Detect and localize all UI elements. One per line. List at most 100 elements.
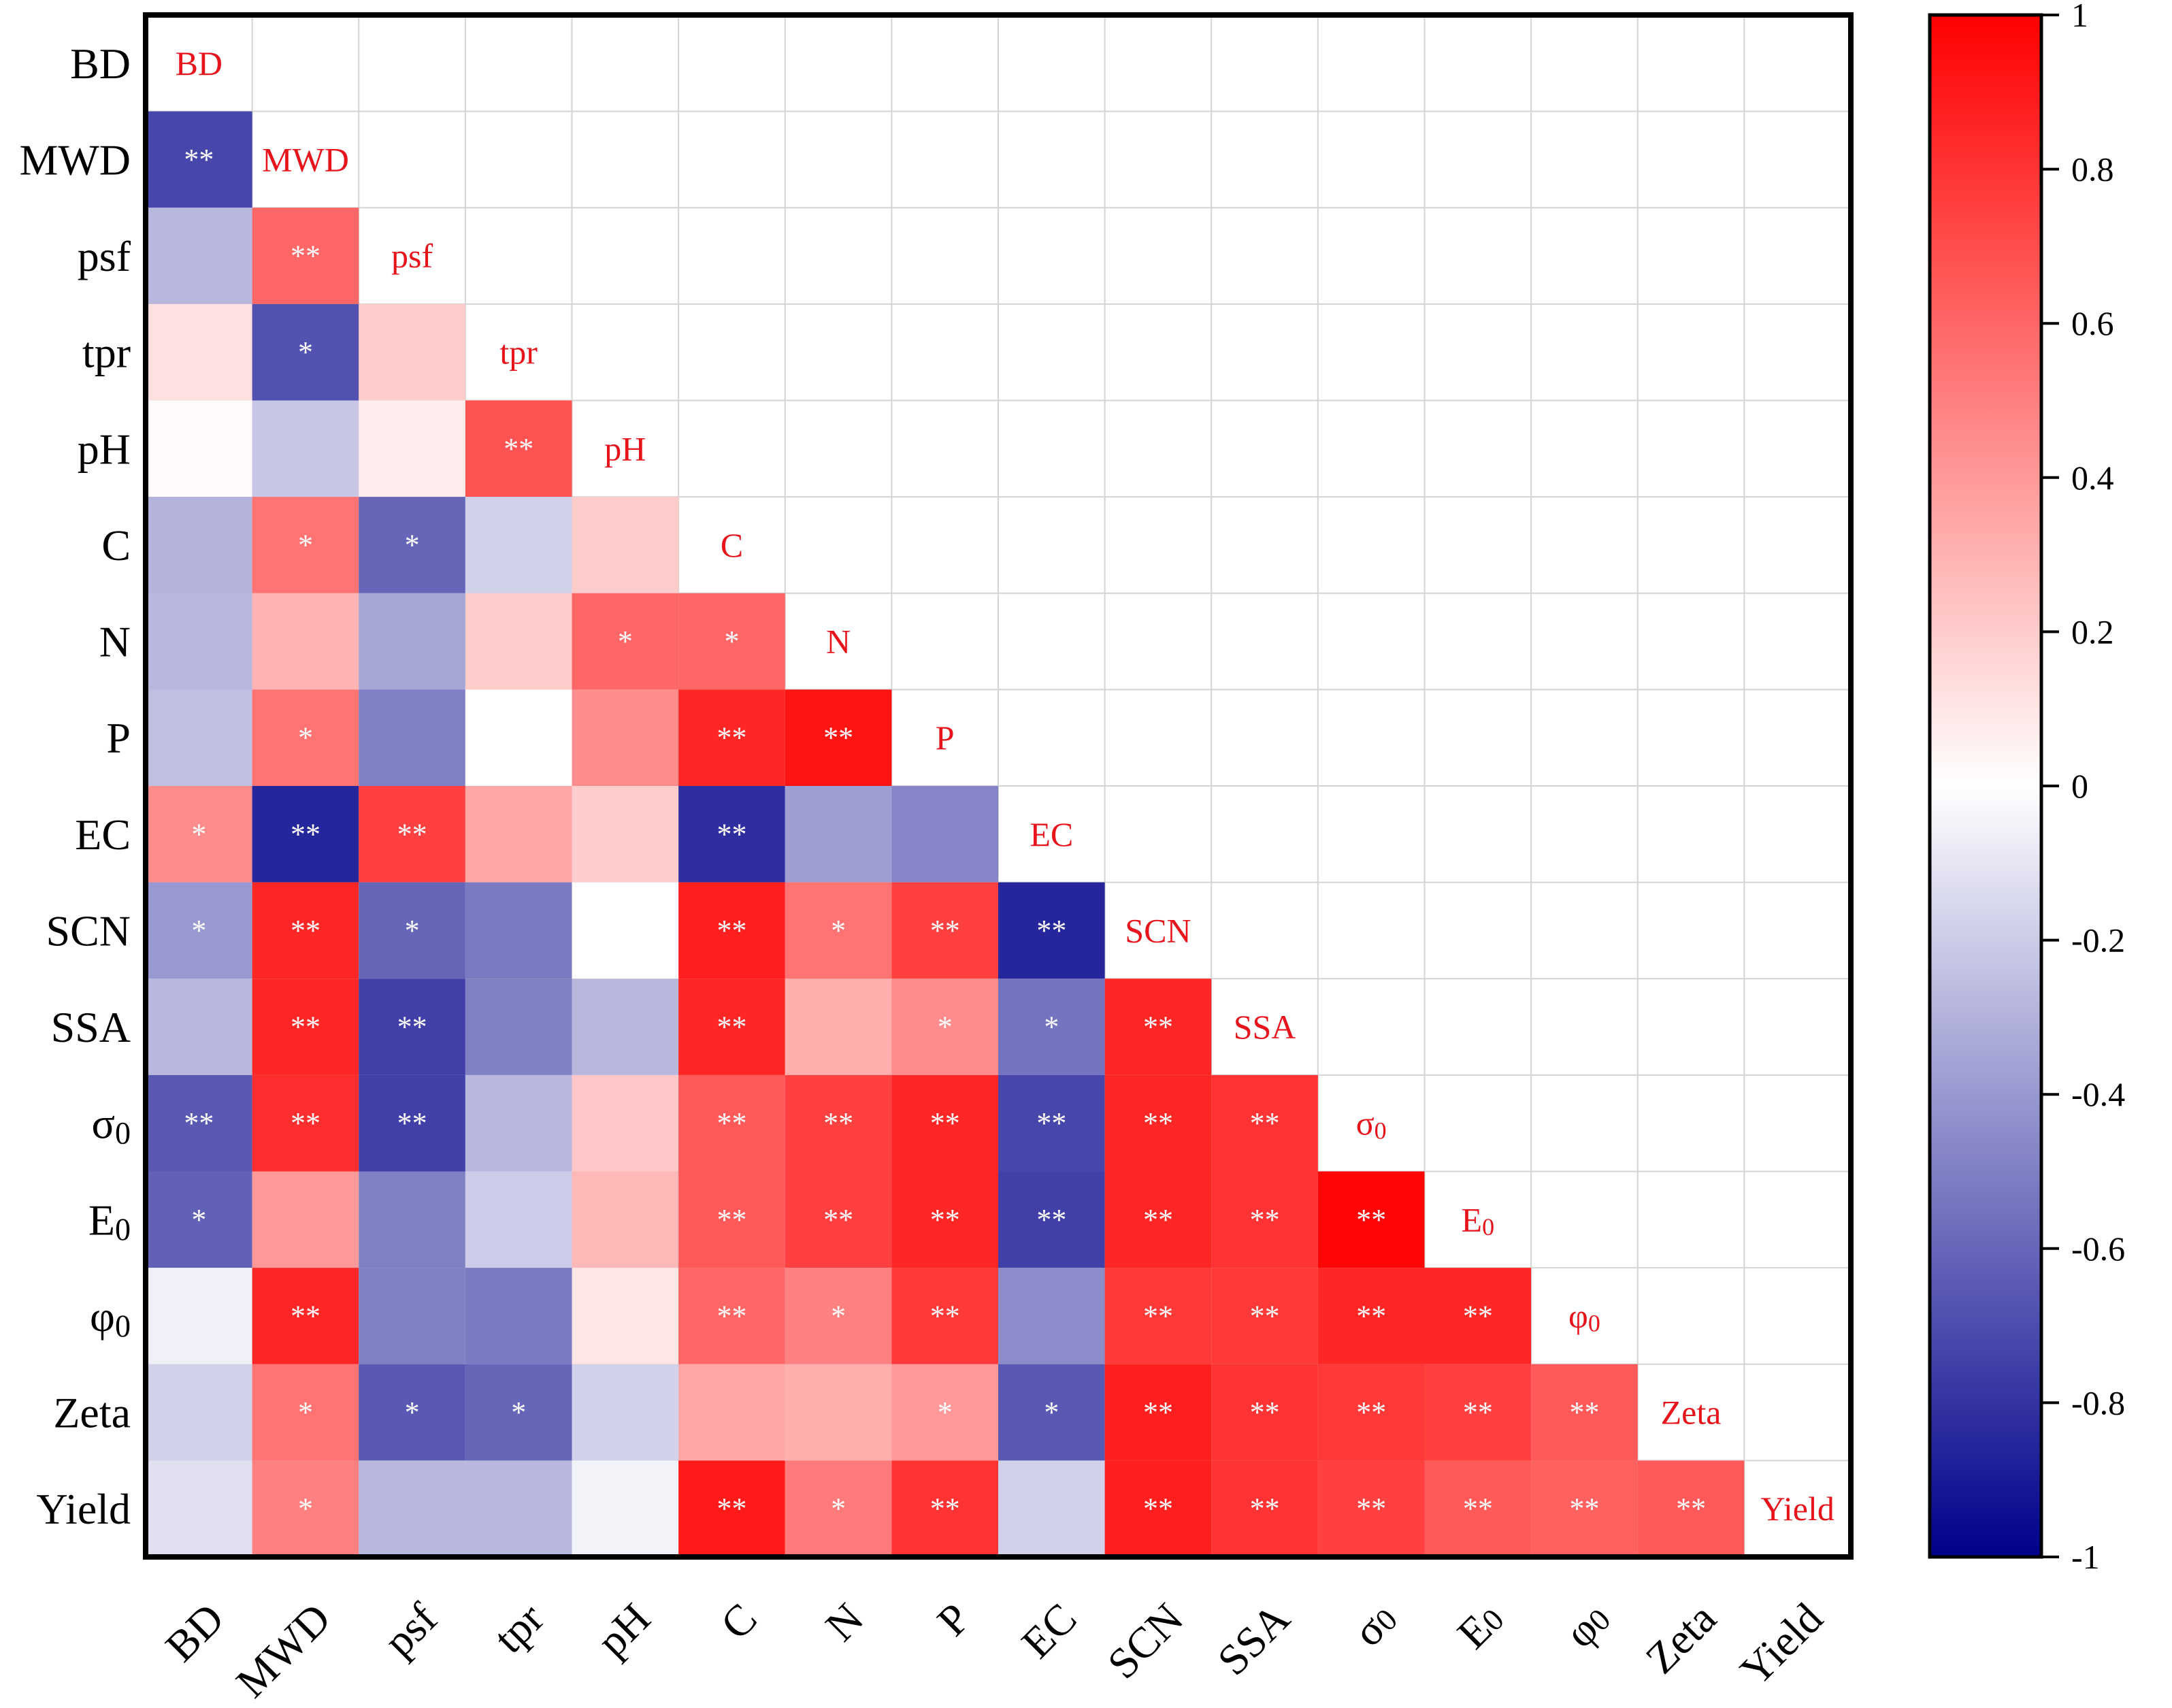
significance-marker: * xyxy=(191,1203,206,1236)
significance-marker: ** xyxy=(1676,1492,1706,1526)
significance-marker: ** xyxy=(1250,1106,1280,1140)
heatmap-cell xyxy=(891,979,998,1075)
heatmap-cell xyxy=(1317,1171,1425,1268)
diagonal-label: psf xyxy=(391,237,433,275)
x-axis-label: MWD xyxy=(227,1594,340,1707)
x-axis-label-base: MWD xyxy=(227,1594,340,1707)
significance-marker: ** xyxy=(291,1011,320,1044)
heatmap-cell xyxy=(1211,1364,1318,1461)
heatmap-cell xyxy=(678,593,785,690)
heatmap-cell xyxy=(785,786,892,883)
diagonal-label: N xyxy=(826,623,851,661)
significance-marker: * xyxy=(831,914,846,947)
significance-marker: ** xyxy=(1250,1203,1280,1236)
heatmap-cell xyxy=(359,400,465,497)
heatmap-cell xyxy=(785,1171,892,1268)
x-axis-label-base: Zeta xyxy=(1636,1594,1725,1683)
x-axis-label: N xyxy=(816,1594,872,1650)
diagonal-label: MWD xyxy=(262,140,349,178)
heatmap-cell xyxy=(1317,1268,1425,1364)
heatmap-cell xyxy=(252,689,359,786)
colorbar: 1 0.8 0.6 0.4 0.2 0 -0.2 -0.4 -0.6 -0.8 -1 xyxy=(1928,0,2125,1576)
heatmap-cell xyxy=(359,689,465,786)
x-axis-label-base: BD xyxy=(156,1594,233,1671)
diagonal-label: BD xyxy=(176,44,223,82)
y-axis-label: σ0 xyxy=(91,1099,131,1150)
y-axis-label-subscript: 0 xyxy=(115,1308,131,1343)
significance-marker: * xyxy=(1044,1396,1059,1429)
heatmap-cell xyxy=(146,689,252,786)
y-axis-label-base: σ xyxy=(91,1099,115,1147)
colorbar-gradient xyxy=(1928,13,2043,1559)
heatmap-cell xyxy=(465,1171,572,1268)
heatmap-cell xyxy=(891,1364,998,1461)
heatmap-cell xyxy=(465,1268,572,1364)
colorbar-tick-label: -0.6 xyxy=(2071,1230,2125,1268)
significance-marker: ** xyxy=(717,1203,746,1236)
heatmap-cell xyxy=(1211,1268,1318,1364)
diagonal-label: SCN xyxy=(1125,911,1191,949)
heatmap-cell xyxy=(359,303,465,401)
x-axis-label: SCN xyxy=(1098,1594,1192,1688)
heatmap-cell xyxy=(891,1074,998,1172)
y-axis-label: P xyxy=(106,714,131,762)
significance-marker: ** xyxy=(1356,1492,1386,1526)
heatmap-cell xyxy=(678,1364,785,1461)
heatmap-cell xyxy=(998,1074,1105,1172)
significance-marker: ** xyxy=(291,1106,320,1140)
significance-marker: ** xyxy=(1143,1106,1173,1140)
significance-marker: * xyxy=(298,528,313,561)
significance-marker: ** xyxy=(291,1299,320,1332)
y-axis-label-base: N xyxy=(99,617,131,666)
heatmap-cell xyxy=(785,689,892,786)
heatmap-cell xyxy=(146,1364,252,1461)
heatmap-cell xyxy=(1104,979,1212,1075)
x-axis-label-base: psf xyxy=(374,1593,446,1665)
y-axis-label-base: C xyxy=(101,521,131,569)
heatmap-cell xyxy=(146,111,252,208)
significance-marker: ** xyxy=(1463,1396,1493,1429)
heatmap-cell xyxy=(465,1460,572,1557)
significance-marker: * xyxy=(1044,1011,1059,1044)
heatmap-cell xyxy=(359,1364,465,1461)
colorbar-tick-label: -1 xyxy=(2071,1538,2100,1576)
y-axis-label-base: tpr xyxy=(82,328,131,376)
diagonal-label-base: pH xyxy=(604,429,646,467)
heatmap-cell xyxy=(891,1460,998,1557)
y-axis-label-base: MWD xyxy=(19,135,131,184)
y-axis-label: Zeta xyxy=(53,1388,131,1436)
significance-marker: ** xyxy=(823,1203,853,1236)
colorbar-tick-label: 0 xyxy=(2071,767,2088,805)
significance-marker: ** xyxy=(1250,1492,1280,1526)
heatmap-cell xyxy=(678,1460,785,1557)
diagonal-label-base: EC xyxy=(1030,815,1073,853)
heatmap-cell xyxy=(146,1460,252,1557)
significance-marker: ** xyxy=(1356,1299,1386,1332)
diagonal-label: EC xyxy=(1030,815,1073,853)
heatmap-cell xyxy=(785,1364,892,1461)
significance-marker: * xyxy=(831,1299,846,1332)
colorbar-tick-label: 1 xyxy=(2071,0,2088,34)
y-axis-label-base: SSA xyxy=(51,1003,131,1051)
y-axis-label-base: Zeta xyxy=(53,1388,131,1436)
significance-marker: ** xyxy=(1036,1106,1066,1140)
heatmap-cell xyxy=(252,1460,359,1557)
x-axis-label: Yield xyxy=(1730,1594,1831,1694)
significance-marker: ** xyxy=(1356,1396,1386,1429)
heatmap-cell xyxy=(252,786,359,883)
diagonal-label-base: C xyxy=(721,526,743,564)
diagonal-label-base: σ xyxy=(1356,1104,1375,1143)
significance-marker: ** xyxy=(717,1492,746,1526)
heatmap-cell xyxy=(359,1268,465,1364)
heatmap-cell xyxy=(252,497,359,593)
heatmap-cell xyxy=(359,1171,465,1268)
heatmap-cell xyxy=(998,1364,1105,1461)
significance-marker: ** xyxy=(184,143,214,176)
significance-marker: * xyxy=(938,1011,953,1044)
diagonal-label-base: tpr xyxy=(499,333,538,372)
significance-marker: ** xyxy=(1463,1492,1493,1526)
heatmap-cell xyxy=(998,1171,1105,1268)
cell-labels: BD** MWD** psf* tpr** pH* * C* * N* ** ** P* ** ** ** E… xyxy=(176,44,1834,1528)
diagonal-label-base: MWD xyxy=(262,140,349,178)
significance-marker: ** xyxy=(291,240,320,273)
